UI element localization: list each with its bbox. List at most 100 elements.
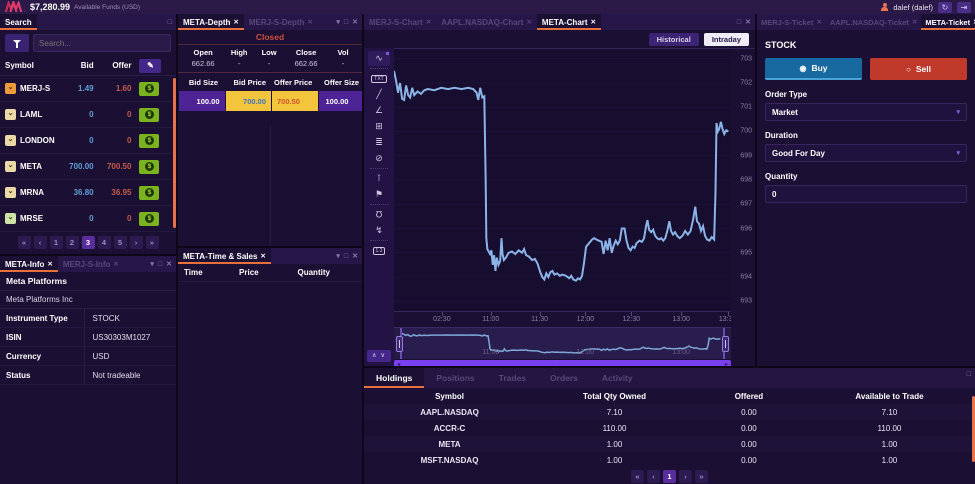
tab-meta-info[interactable]: META-Info ✕	[0, 256, 58, 272]
tab-merj-s-chart[interactable]: MERJ-S-Chart ✕	[364, 14, 436, 30]
duration-select[interactable]: Good For Day ▾	[765, 144, 967, 162]
ohlc-tag-icon[interactable]: 1.3	[368, 243, 390, 258]
maximize-icon[interactable]: □	[167, 18, 172, 26]
pagination-arrow-button[interactable]: ‹	[33, 236, 47, 249]
search-input[interactable]	[33, 34, 171, 52]
watchlist-row[interactable]: ⌄ MRSE 0 0 $	[0, 206, 176, 232]
scroll-right-icon[interactable]: ▸	[724, 361, 728, 367]
holdings-row[interactable]: META 1.00 0.00 1.00	[364, 436, 975, 452]
pagination-arrow-button[interactable]: «	[631, 470, 644, 483]
maximize-icon[interactable]: □	[343, 18, 349, 26]
quantity-input[interactable]: 0	[765, 185, 967, 203]
holdings-row[interactable]: AAPL.NASDAQ 7.10 0.00 7.10	[364, 404, 975, 420]
trade-button[interactable]: $	[139, 133, 160, 148]
navigator-left-handle[interactable]	[396, 336, 403, 352]
holdings-row[interactable]: MSFT.NASDAQ 1.00 0.00 1.00	[364, 452, 975, 468]
holdings-row[interactable]: ACCR-C 110.00 0.00 110.00	[364, 420, 975, 436]
pagination-arrow-button[interactable]: ›	[679, 470, 692, 483]
tab-time-sales[interactable]: META-Time & Sales ✕	[178, 248, 271, 264]
tab-aapl.nasdaq-chart[interactable]: AAPL.NASDAQ-Chart ✕	[436, 14, 537, 30]
pagination-arrow-button[interactable]: «	[17, 236, 31, 249]
page-button-2[interactable]: 2	[65, 236, 79, 249]
trade-button[interactable]: $	[139, 185, 160, 200]
tab-orders[interactable]: Orders	[538, 368, 590, 388]
tab-search[interactable]: Search	[0, 14, 37, 30]
filter-button[interactable]	[5, 34, 29, 52]
price-chart[interactable]	[394, 49, 731, 311]
magnet-icon[interactable]: Ω	[375, 209, 383, 220]
tab-positions[interactable]: Positions	[424, 368, 486, 388]
watchlist-row[interactable]: ⌄ LAML 0 0 $	[0, 102, 176, 128]
hide-drawings-icon[interactable]: ⊘	[375, 153, 383, 163]
tab-close-icon[interactable]: ✕	[911, 19, 918, 26]
zigzag-icon[interactable]: ↯	[375, 225, 383, 235]
watchlist-scrollbar[interactable]	[173, 78, 176, 228]
flag-marker-icon[interactable]: ⚑	[374, 189, 384, 199]
chart-navigator[interactable]: 11:00 12:00 13:00	[394, 327, 731, 359]
tab-close-icon[interactable]: ✕	[47, 261, 53, 268]
tab-close-icon[interactable]: ✕	[307, 19, 313, 26]
close-icon[interactable]: ✕	[745, 19, 751, 26]
pagination-arrow-button[interactable]: »	[145, 236, 159, 249]
maximize-icon[interactable]: □	[343, 252, 349, 260]
watchlist-row[interactable]: ⌄ MRNA 36.80 36.95 $	[0, 180, 176, 206]
chart-type-icon[interactable]: ∿	[368, 51, 390, 66]
refresh-button[interactable]: ↻	[938, 1, 952, 13]
tab-holdings[interactable]: Holdings	[364, 368, 425, 388]
watchlist-row[interactable]: ⌄ LONDON 0 0 $	[0, 128, 176, 154]
page-button-1[interactable]: 1	[663, 470, 676, 483]
scroll-left-icon[interactable]: ◂	[397, 361, 401, 367]
text-tool-icon[interactable]: TXT	[368, 71, 390, 86]
tab-close-icon[interactable]: ✕	[425, 19, 432, 26]
collapse-icon[interactable]: ▾	[336, 19, 340, 26]
tab-meta-ticket[interactable]: META-Ticket✕	[921, 14, 975, 30]
trendline-tool-icon[interactable]: ╱	[376, 89, 382, 99]
tab-close-icon[interactable]: ✕	[973, 18, 975, 26]
chart-horizontal-scrollbar[interactable]: ◂ ∙∙∙ ▸	[394, 360, 731, 366]
tab-merj-s-info[interactable]: MERJ-S-Info ✕	[58, 256, 124, 272]
close-icon[interactable]: ✕	[352, 19, 358, 26]
logout-button[interactable]: ⇥	[957, 1, 971, 13]
tab-merj-s-depth[interactable]: MERJ-S-Depth ✕	[244, 14, 318, 30]
trade-button[interactable]: $	[139, 211, 160, 226]
tab-meta-chart[interactable]: META-Chart ✕	[536, 14, 602, 30]
pagination-arrow-button[interactable]: »	[695, 470, 708, 483]
fib-levels-icon[interactable]: ≣	[375, 137, 383, 147]
buy-button[interactable]: ◉ Buy	[765, 58, 862, 80]
pagination-arrow-button[interactable]: ›	[129, 236, 143, 249]
maximize-icon[interactable]: □	[966, 371, 971, 378]
navigator-selected-range[interactable]	[400, 328, 725, 359]
tab-aapl.nasdaq-ticket[interactable]: AAPL.NASDAQ-Ticket ✕	[826, 14, 922, 30]
tab-close-icon[interactable]: ✕	[816, 19, 822, 26]
tab-activity[interactable]: Activity	[590, 368, 645, 388]
trade-button[interactable]: $	[139, 107, 160, 122]
order-type-select[interactable]: Market ▾	[765, 103, 967, 121]
trade-button[interactable]: $	[139, 159, 160, 174]
tab-close-icon[interactable]: ✕	[260, 253, 266, 260]
tab-close-icon[interactable]: ✕	[526, 19, 532, 26]
sell-button[interactable]: ○ Sell	[870, 58, 967, 80]
angle-tool-icon[interactable]: ∠	[374, 105, 384, 115]
price-label-icon[interactable]: ⊺	[376, 173, 382, 183]
tab-close-icon[interactable]: ✕	[113, 261, 119, 268]
tab-meta-depth[interactable]: META-Depth ✕	[178, 14, 244, 30]
navigator-right-handle[interactable]	[722, 336, 729, 352]
page-button-4[interactable]: 4	[97, 236, 111, 249]
watchlist-row[interactable]: ⌄ MERJ-S 1.49 1.60 $	[0, 76, 176, 102]
trade-button[interactable]: $	[139, 81, 160, 96]
toolbar-collapse-button[interactable]: ∧ ∨	[367, 350, 391, 362]
holdings-scrollbar[interactable]	[972, 396, 975, 462]
page-button-1[interactable]: 1	[49, 236, 63, 249]
page-button-3[interactable]: 3	[81, 236, 95, 249]
tab-close-icon[interactable]: ✕	[233, 19, 239, 26]
tab-trades[interactable]: Trades	[487, 368, 538, 388]
pagination-arrow-button[interactable]: ‹	[647, 470, 660, 483]
watchlist-row[interactable]: ⌄ META 700.00 700.50 $	[0, 154, 176, 180]
depth-level-row[interactable]: 100.00 700.00 700.50 100.00	[178, 91, 362, 111]
close-icon[interactable]: ✕	[166, 261, 172, 268]
maximize-icon[interactable]: □	[736, 18, 742, 26]
close-icon[interactable]: ✕	[352, 253, 358, 260]
edit-columns-button[interactable]: ✎	[139, 58, 162, 73]
intraday-button[interactable]: Intraday	[703, 32, 749, 46]
historical-button[interactable]: Historical	[648, 32, 699, 46]
